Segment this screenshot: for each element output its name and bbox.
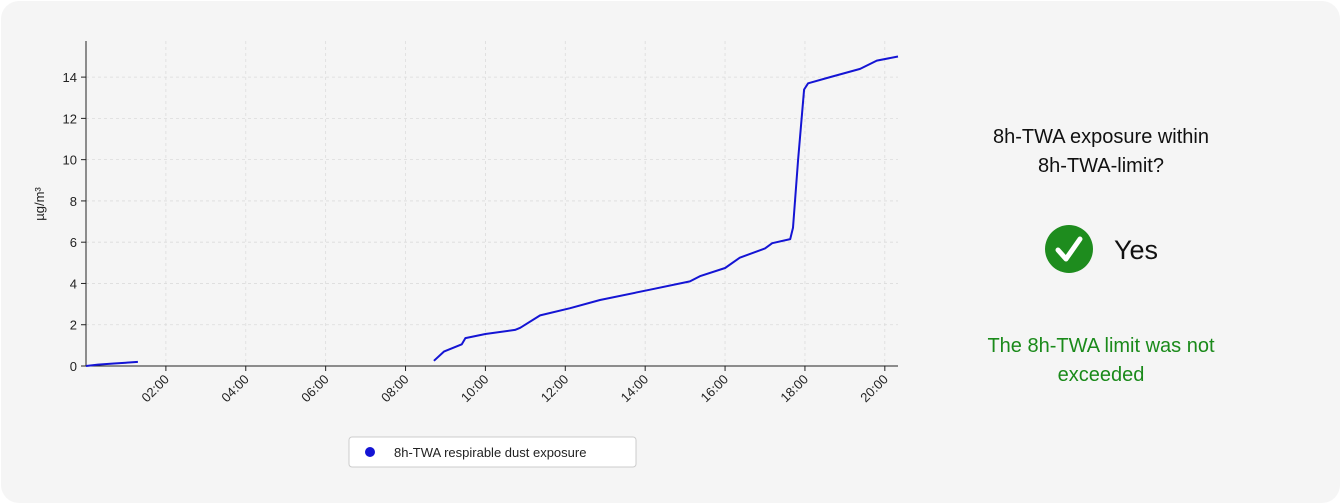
y-tick-label: 4: [70, 276, 77, 291]
y-tick-label: 0: [70, 359, 77, 374]
check-mark: [1055, 236, 1083, 262]
question-line: 8h-TWA exposure within: [993, 126, 1209, 148]
legend: [348, 436, 637, 468]
y-tick-label: 8: [70, 194, 77, 209]
legend-marker: [365, 447, 375, 457]
y-axis-label: µg/m³: [32, 187, 47, 221]
check-icon: [1045, 225, 1093, 273]
y-tick-label: 10: [63, 153, 77, 168]
message-line: The 8h-TWA limit was not: [987, 335, 1215, 357]
answer: Yes: [1114, 235, 1158, 265]
legend-label: 8h-TWA respirable dust exposure: [394, 445, 586, 460]
y-tick-label: 12: [63, 111, 77, 126]
question-line: 8h-TWA-limit?: [1038, 155, 1164, 177]
y-tick-label: 6: [70, 235, 77, 250]
y-tick-label: 14: [63, 70, 77, 85]
y-tick-label: 2: [70, 318, 77, 333]
message-line: exceeded: [1058, 364, 1145, 386]
series-line: [85, 55, 899, 367]
